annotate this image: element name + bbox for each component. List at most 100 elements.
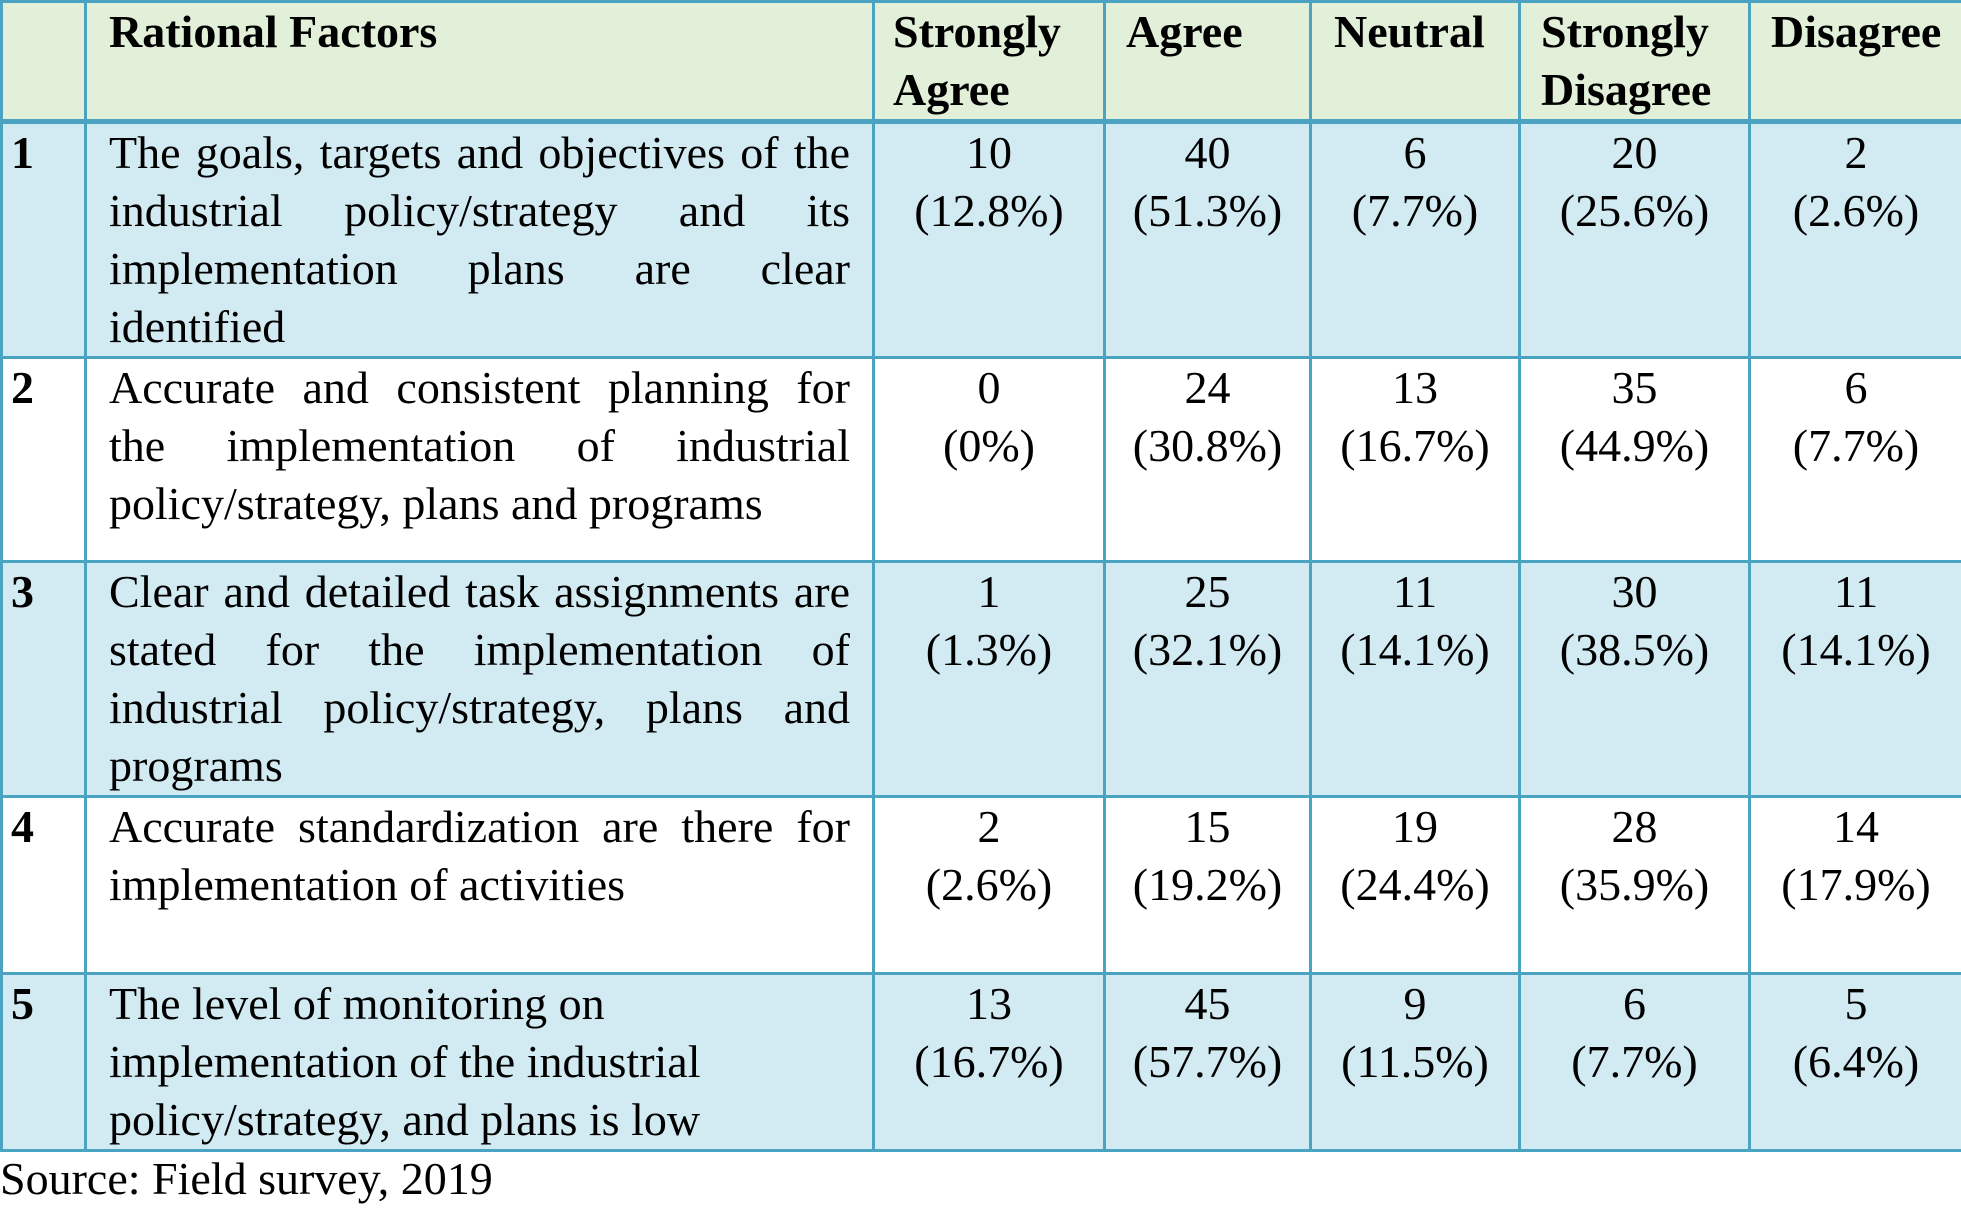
count-value: 1 <box>875 563 1103 621</box>
source-note: Source: Field survey, 2019 <box>0 1150 493 1208</box>
count-value: 11 <box>1312 563 1518 621</box>
cell-strongly-disagree: 35(44.9%) <box>1520 358 1750 562</box>
table-row: 3 Clear and detailed task assignments ar… <box>2 562 1961 797</box>
rational-factors-table: Rational Factors Strongly Agree Agree Ne… <box>0 0 1961 1152</box>
count-value: 25 <box>1106 563 1309 621</box>
table-row: 2 Accurate and consistent planning for t… <box>2 358 1961 562</box>
cell-disagree: 6(7.7%) <box>1750 358 1961 562</box>
header-rational-factors: Rational Factors <box>86 2 874 122</box>
percent-value: (6.4%) <box>1751 1033 1961 1091</box>
percent-value: (2.6%) <box>875 856 1103 914</box>
cell-disagree: 2(2.6%) <box>1750 122 1961 358</box>
cell-strongly-agree: 0(0%) <box>874 358 1105 562</box>
count-value: 19 <box>1312 798 1518 856</box>
percent-value: (51.3%) <box>1106 182 1309 240</box>
cell-disagree: 11(14.1%) <box>1750 562 1961 797</box>
percent-value: (1.3%) <box>875 621 1103 679</box>
cell-agree: 25(32.1%) <box>1105 562 1311 797</box>
cell-strongly-agree: 10(12.8%) <box>874 122 1105 358</box>
percent-value: (38.5%) <box>1521 621 1748 679</box>
header-neutral: Neutral <box>1311 2 1520 122</box>
percent-value: (7.7%) <box>1312 182 1518 240</box>
percent-value: (32.1%) <box>1106 621 1309 679</box>
survey-table-container: Rational Factors Strongly Agree Agree Ne… <box>0 0 1961 1150</box>
cell-strongly-agree: 13(16.7%) <box>874 974 1105 1151</box>
count-value: 14 <box>1751 798 1961 856</box>
percent-value: (11.5%) <box>1312 1033 1518 1091</box>
percent-value: (19.2%) <box>1106 856 1309 914</box>
percent-value: (14.1%) <box>1751 621 1961 679</box>
percent-value: (2.6%) <box>1751 182 1961 240</box>
percent-value: (25.6%) <box>1521 182 1748 240</box>
count-value: 2 <box>875 798 1103 856</box>
cell-neutral: 11(14.1%) <box>1311 562 1520 797</box>
cell-neutral: 13(16.7%) <box>1311 358 1520 562</box>
cell-disagree: 5(6.4%) <box>1750 974 1961 1151</box>
header-disagree: Disagree <box>1750 2 1961 122</box>
percent-value: (16.7%) <box>875 1033 1103 1091</box>
factor-text: Accurate standardization are there for i… <box>86 797 874 974</box>
count-value: 11 <box>1751 563 1961 621</box>
cell-strongly-disagree: 20(25.6%) <box>1520 122 1750 358</box>
factor-text: The goals, targets and objectives of the… <box>86 122 874 358</box>
factor-text: Accurate and consistent planning for the… <box>86 358 874 562</box>
percent-value: (44.9%) <box>1521 417 1748 475</box>
cell-neutral: 9(11.5%) <box>1311 974 1520 1151</box>
count-value: 2 <box>1751 124 1961 182</box>
count-value: 28 <box>1521 798 1748 856</box>
header-number <box>2 2 86 122</box>
count-value: 5 <box>1751 975 1961 1033</box>
count-value: 30 <box>1521 563 1748 621</box>
cell-agree: 45(57.7%) <box>1105 974 1311 1151</box>
percent-value: (24.4%) <box>1312 856 1518 914</box>
percent-value: (35.9%) <box>1521 856 1748 914</box>
count-value: 15 <box>1106 798 1309 856</box>
percent-value: (16.7%) <box>1312 417 1518 475</box>
count-value: 35 <box>1521 359 1748 417</box>
count-value: 20 <box>1521 124 1748 182</box>
count-value: 6 <box>1312 124 1518 182</box>
cell-strongly-agree: 2(2.6%) <box>874 797 1105 974</box>
cell-neutral: 19(24.4%) <box>1311 797 1520 974</box>
cell-agree: 24(30.8%) <box>1105 358 1311 562</box>
count-value: 9 <box>1312 975 1518 1033</box>
count-value: 24 <box>1106 359 1309 417</box>
percent-value: (7.7%) <box>1521 1033 1748 1091</box>
factor-text: The level of monitoring on implementatio… <box>86 974 874 1151</box>
factor-text: Clear and detailed task assignments are … <box>86 562 874 797</box>
cell-strongly-disagree: 30(38.5%) <box>1520 562 1750 797</box>
cell-neutral: 6(7.7%) <box>1311 122 1520 358</box>
count-value: 13 <box>875 975 1103 1033</box>
count-value: 6 <box>1751 359 1961 417</box>
percent-value: (7.7%) <box>1751 417 1961 475</box>
count-value: 40 <box>1106 124 1309 182</box>
percent-value: (57.7%) <box>1106 1033 1309 1091</box>
header-strongly-agree: Strongly Agree <box>874 2 1105 122</box>
count-value: 0 <box>875 359 1103 417</box>
row-number: 1 <box>2 122 86 358</box>
row-number: 4 <box>2 797 86 974</box>
row-number: 3 <box>2 562 86 797</box>
table-row: 1 The goals, targets and objectives of t… <box>2 122 1961 358</box>
percent-value: (0%) <box>875 417 1103 475</box>
cell-disagree: 14(17.9%) <box>1750 797 1961 974</box>
percent-value: (30.8%) <box>1106 417 1309 475</box>
table-header-row: Rational Factors Strongly Agree Agree Ne… <box>2 2 1961 122</box>
cell-agree: 15(19.2%) <box>1105 797 1311 974</box>
row-number: 5 <box>2 974 86 1151</box>
count-value: 13 <box>1312 359 1518 417</box>
table-row: 5 The level of monitoring on implementat… <box>2 974 1961 1151</box>
count-value: 45 <box>1106 975 1309 1033</box>
row-number: 2 <box>2 358 86 562</box>
percent-value: (14.1%) <box>1312 621 1518 679</box>
percent-value: (12.8%) <box>875 182 1103 240</box>
cell-strongly-disagree: 28(35.9%) <box>1520 797 1750 974</box>
count-value: 10 <box>875 124 1103 182</box>
cell-strongly-disagree: 6(7.7%) <box>1520 974 1750 1151</box>
table-row: 4 Accurate standardization are there for… <box>2 797 1961 974</box>
cell-agree: 40(51.3%) <box>1105 122 1311 358</box>
header-strongly-disagree: Strongly Disagree <box>1520 2 1750 122</box>
header-agree: Agree <box>1105 2 1311 122</box>
cell-strongly-agree: 1(1.3%) <box>874 562 1105 797</box>
count-value: 6 <box>1521 975 1748 1033</box>
